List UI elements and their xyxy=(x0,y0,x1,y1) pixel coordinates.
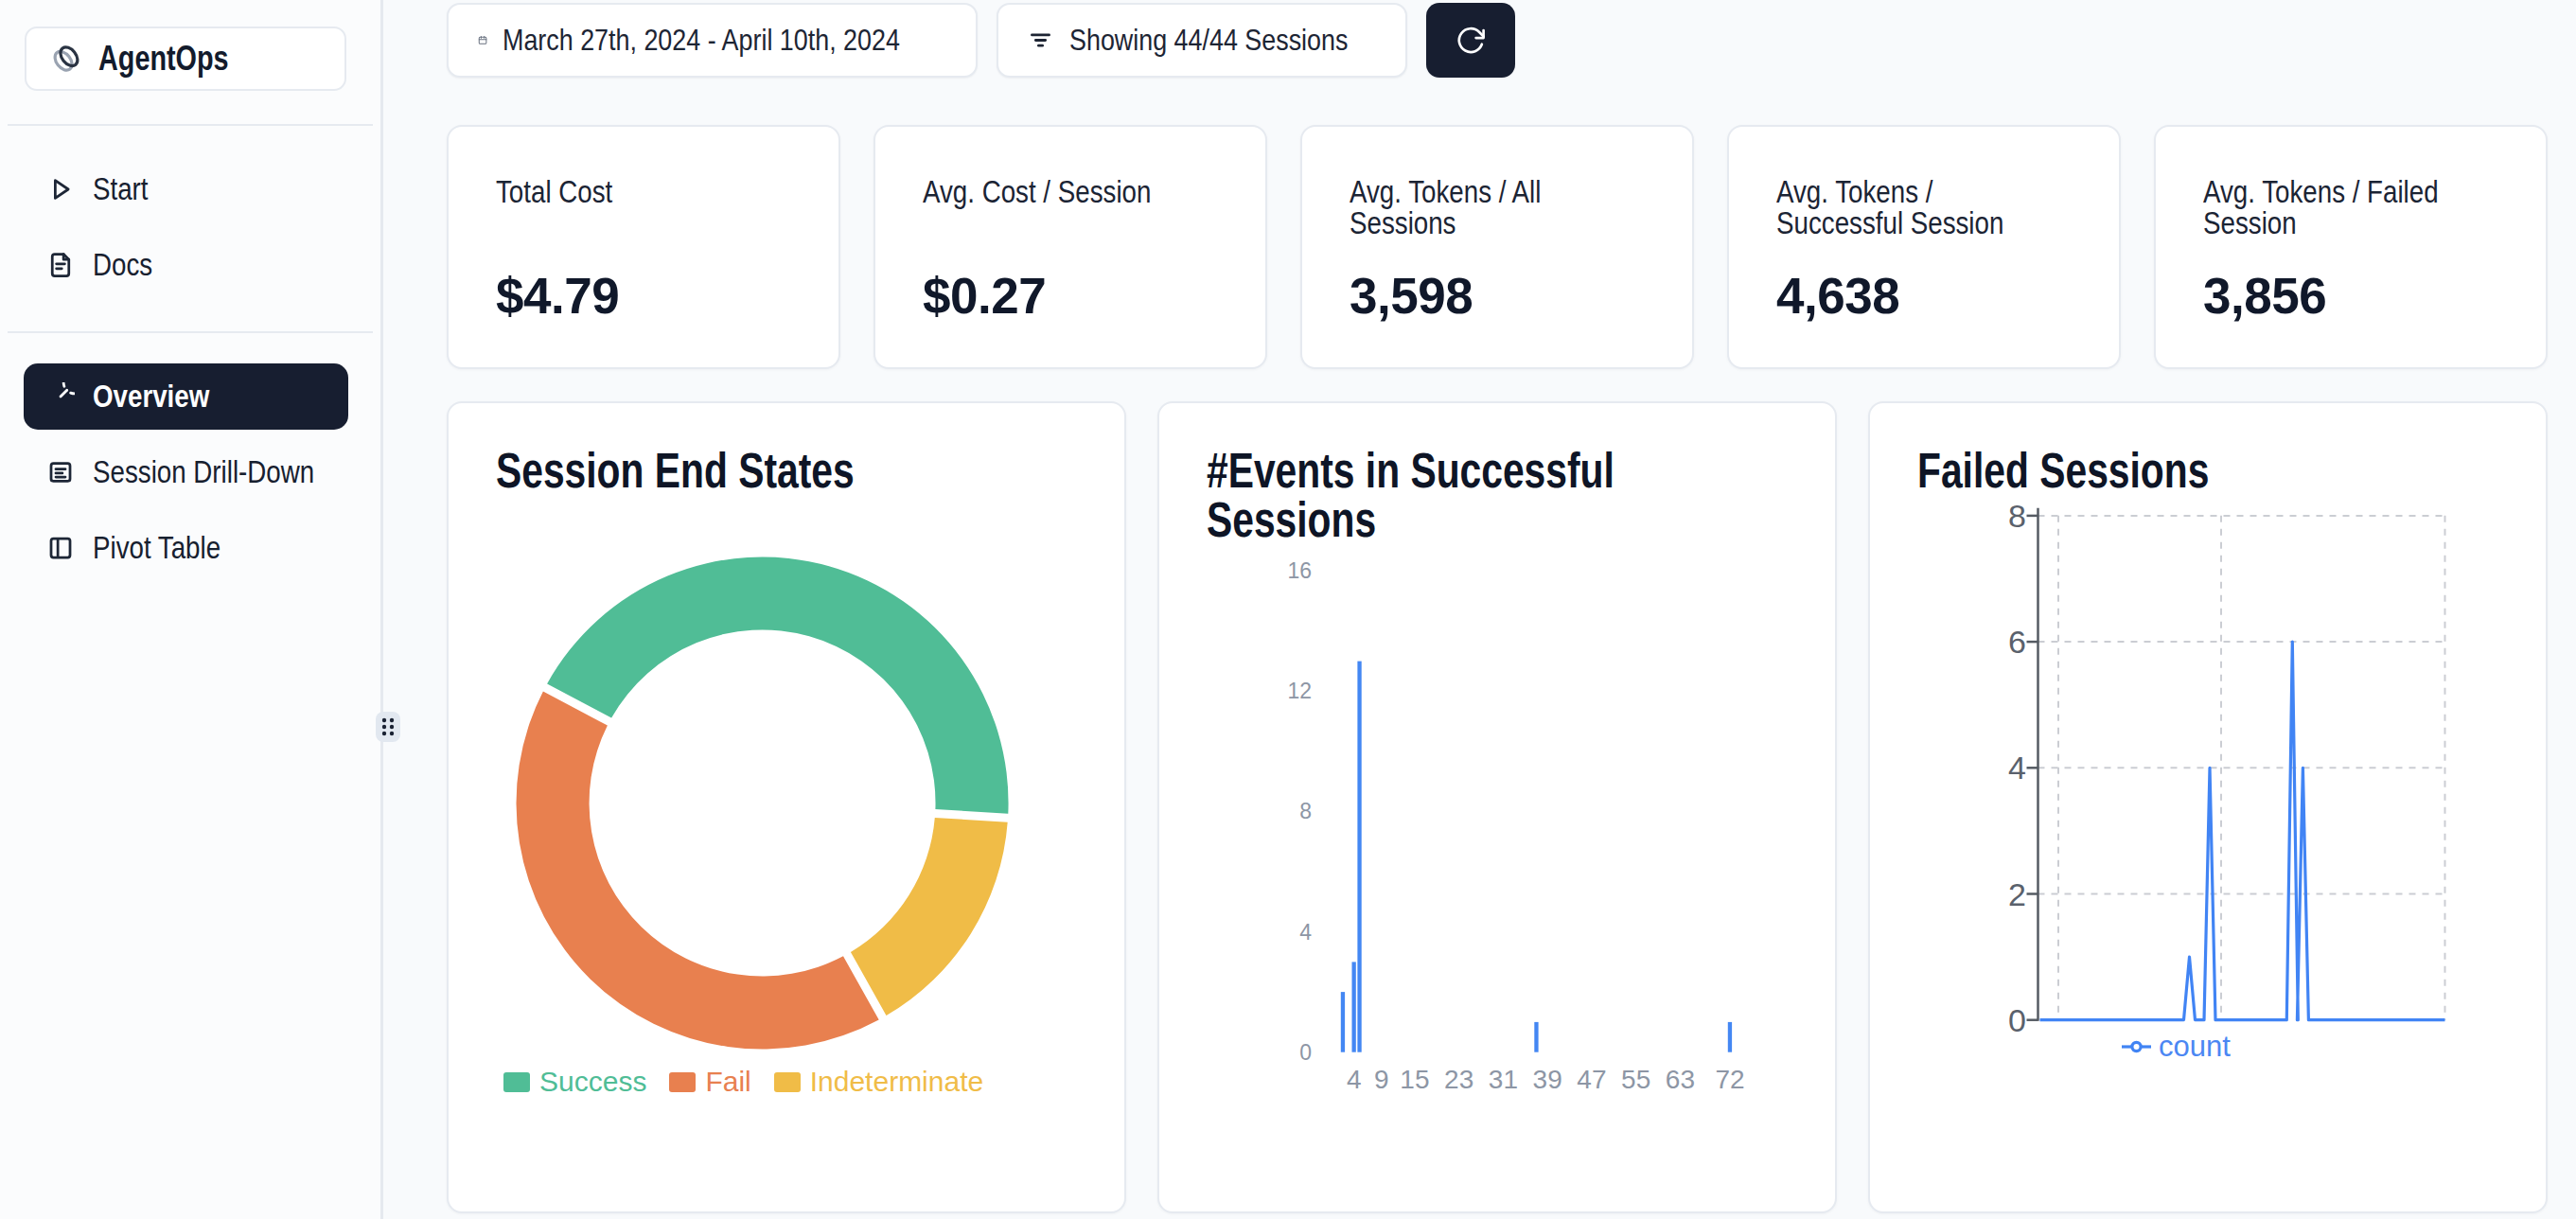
gauge-icon xyxy=(46,382,75,411)
date-range-button[interactable]: March 27th, 2024 - April 10th, 2024 xyxy=(447,3,978,78)
legend-label: Fail xyxy=(705,1066,750,1098)
sidebar: AgentOps Start Docs Overview xyxy=(0,0,383,1219)
stat-label: Total Cost xyxy=(496,177,827,208)
sidebar-nav-top: Start Docs xyxy=(24,156,348,298)
svg-text:0: 0 xyxy=(2008,1002,2026,1038)
stat-value: $0.27 xyxy=(923,271,1046,321)
svg-text:9: 9 xyxy=(1374,1065,1389,1094)
svg-text:63: 63 xyxy=(1666,1065,1695,1094)
grip-dots-icon xyxy=(379,716,397,737)
stat-value: 3,598 xyxy=(1350,271,1473,321)
legend-item-fail[interactable]: Fail xyxy=(669,1066,750,1098)
svg-text:8: 8 xyxy=(2008,498,2026,534)
stat-card-avg-tokens-all: Avg. Tokens / All Sessions 3,598 xyxy=(1300,125,1694,369)
svg-text:8: 8 xyxy=(1299,799,1312,823)
svg-text:15: 15 xyxy=(1400,1065,1429,1094)
stat-card-total-cost: Total Cost $4.79 xyxy=(447,125,840,369)
charts-row: Session End States SuccessFailIndetermin… xyxy=(447,401,2548,1213)
sessions-filter-button[interactable]: Showing 44/44 Sessions xyxy=(997,3,1407,78)
chart-card-session-end-states: Session End States SuccessFailIndetermin… xyxy=(447,401,1126,1213)
svg-text:6: 6 xyxy=(2008,624,2026,660)
play-icon xyxy=(46,175,75,203)
sidebar-resize-handle[interactable] xyxy=(376,712,400,742)
legend-swatch xyxy=(503,1072,530,1092)
donut-legend: Success Fail Indeterminate xyxy=(503,1066,1006,1098)
svg-text:23: 23 xyxy=(1444,1065,1473,1094)
sidebar-item-pivot-table[interactable]: Pivot Table xyxy=(24,515,348,581)
refresh-button[interactable] xyxy=(1426,3,1515,78)
count-legend[interactable]: count xyxy=(2122,1030,2231,1064)
legend-swatch xyxy=(669,1072,696,1092)
bar-chart: 0481216491523313947556372 xyxy=(1159,403,1837,1213)
chart-card-events-successful: #Events in Successful Sessions 048121649… xyxy=(1157,401,1837,1213)
svg-text:72: 72 xyxy=(1715,1065,1744,1094)
svg-text:4: 4 xyxy=(1347,1065,1362,1094)
svg-text:0: 0 xyxy=(1299,1040,1312,1065)
stat-card-avg-tokens-failed: Avg. Tokens / Failed Session 3,856 xyxy=(2154,125,2548,369)
stat-card-avg-tokens-successful: Avg. Tokens / Successful Session 4,638 xyxy=(1727,125,2121,369)
legend-line-marker xyxy=(2122,1039,2151,1054)
sidebar-item-docs[interactable]: Docs xyxy=(24,232,348,298)
list-box-icon xyxy=(46,458,75,486)
filter-icon xyxy=(1028,27,1053,53)
legend-label: Indeterminate xyxy=(810,1066,983,1098)
refresh-icon xyxy=(1456,26,1486,56)
stat-value: 4,638 xyxy=(1776,271,1899,321)
svg-text:2: 2 xyxy=(2008,876,2026,912)
svg-text:39: 39 xyxy=(1533,1065,1562,1094)
svg-text:47: 47 xyxy=(1577,1065,1606,1094)
stat-value: $4.79 xyxy=(496,271,619,321)
sidebar-item-overview[interactable]: Overview xyxy=(24,363,348,430)
sidebar-item-session-drill-down[interactable]: Session Drill-Down xyxy=(24,439,348,505)
svg-text:4: 4 xyxy=(1299,920,1312,945)
stat-label: Avg. Tokens / Successful Session xyxy=(1776,177,2108,238)
stat-label: Avg. Tokens / All Sessions xyxy=(1350,177,1681,238)
main-content: March 27th, 2024 - April 10th, 2024 Show… xyxy=(383,0,2576,1219)
columns-icon xyxy=(46,534,75,562)
sidebar-item-start[interactable]: Start xyxy=(24,156,348,222)
line-chart: 0 2 4 6 8 xyxy=(1870,403,2548,1213)
stat-label: Avg. Tokens / Failed Session xyxy=(2203,177,2534,238)
svg-text:31: 31 xyxy=(1489,1065,1518,1094)
stat-card-avg-cost-session: Avg. Cost / Session $0.27 xyxy=(873,125,1267,369)
legend-swatch xyxy=(774,1072,801,1092)
calendar-icon xyxy=(478,32,487,48)
svg-text:55: 55 xyxy=(1621,1065,1650,1094)
legend-item-success[interactable]: Success xyxy=(503,1066,646,1098)
sidebar-nav-main: Overview Session Drill-Down Pivot Table xyxy=(24,363,348,581)
svg-text:16: 16 xyxy=(1287,558,1312,583)
svg-text:12: 12 xyxy=(1287,679,1312,703)
document-icon xyxy=(46,251,75,279)
logo[interactable]: AgentOps xyxy=(25,26,346,91)
stat-value: 3,856 xyxy=(2203,271,2326,321)
stat-label: Avg. Cost / Session xyxy=(923,177,1254,208)
legend-label: Success xyxy=(539,1066,646,1098)
sidebar-divider xyxy=(8,124,373,126)
logo-text: AgentOps xyxy=(98,39,261,79)
chart-card-failed-sessions: Failed Sessions 02468 count xyxy=(1868,401,2548,1213)
agentops-logo-icon xyxy=(50,41,82,77)
stat-cards-row: Total Cost $4.79 Avg. Cost / Session $0.… xyxy=(447,125,2548,369)
sidebar-divider xyxy=(8,331,373,333)
toolbar: March 27th, 2024 - April 10th, 2024 Show… xyxy=(447,3,2548,78)
legend-item-indeterminate[interactable]: Indeterminate xyxy=(774,1066,983,1098)
svg-text:4: 4 xyxy=(2008,750,2026,786)
